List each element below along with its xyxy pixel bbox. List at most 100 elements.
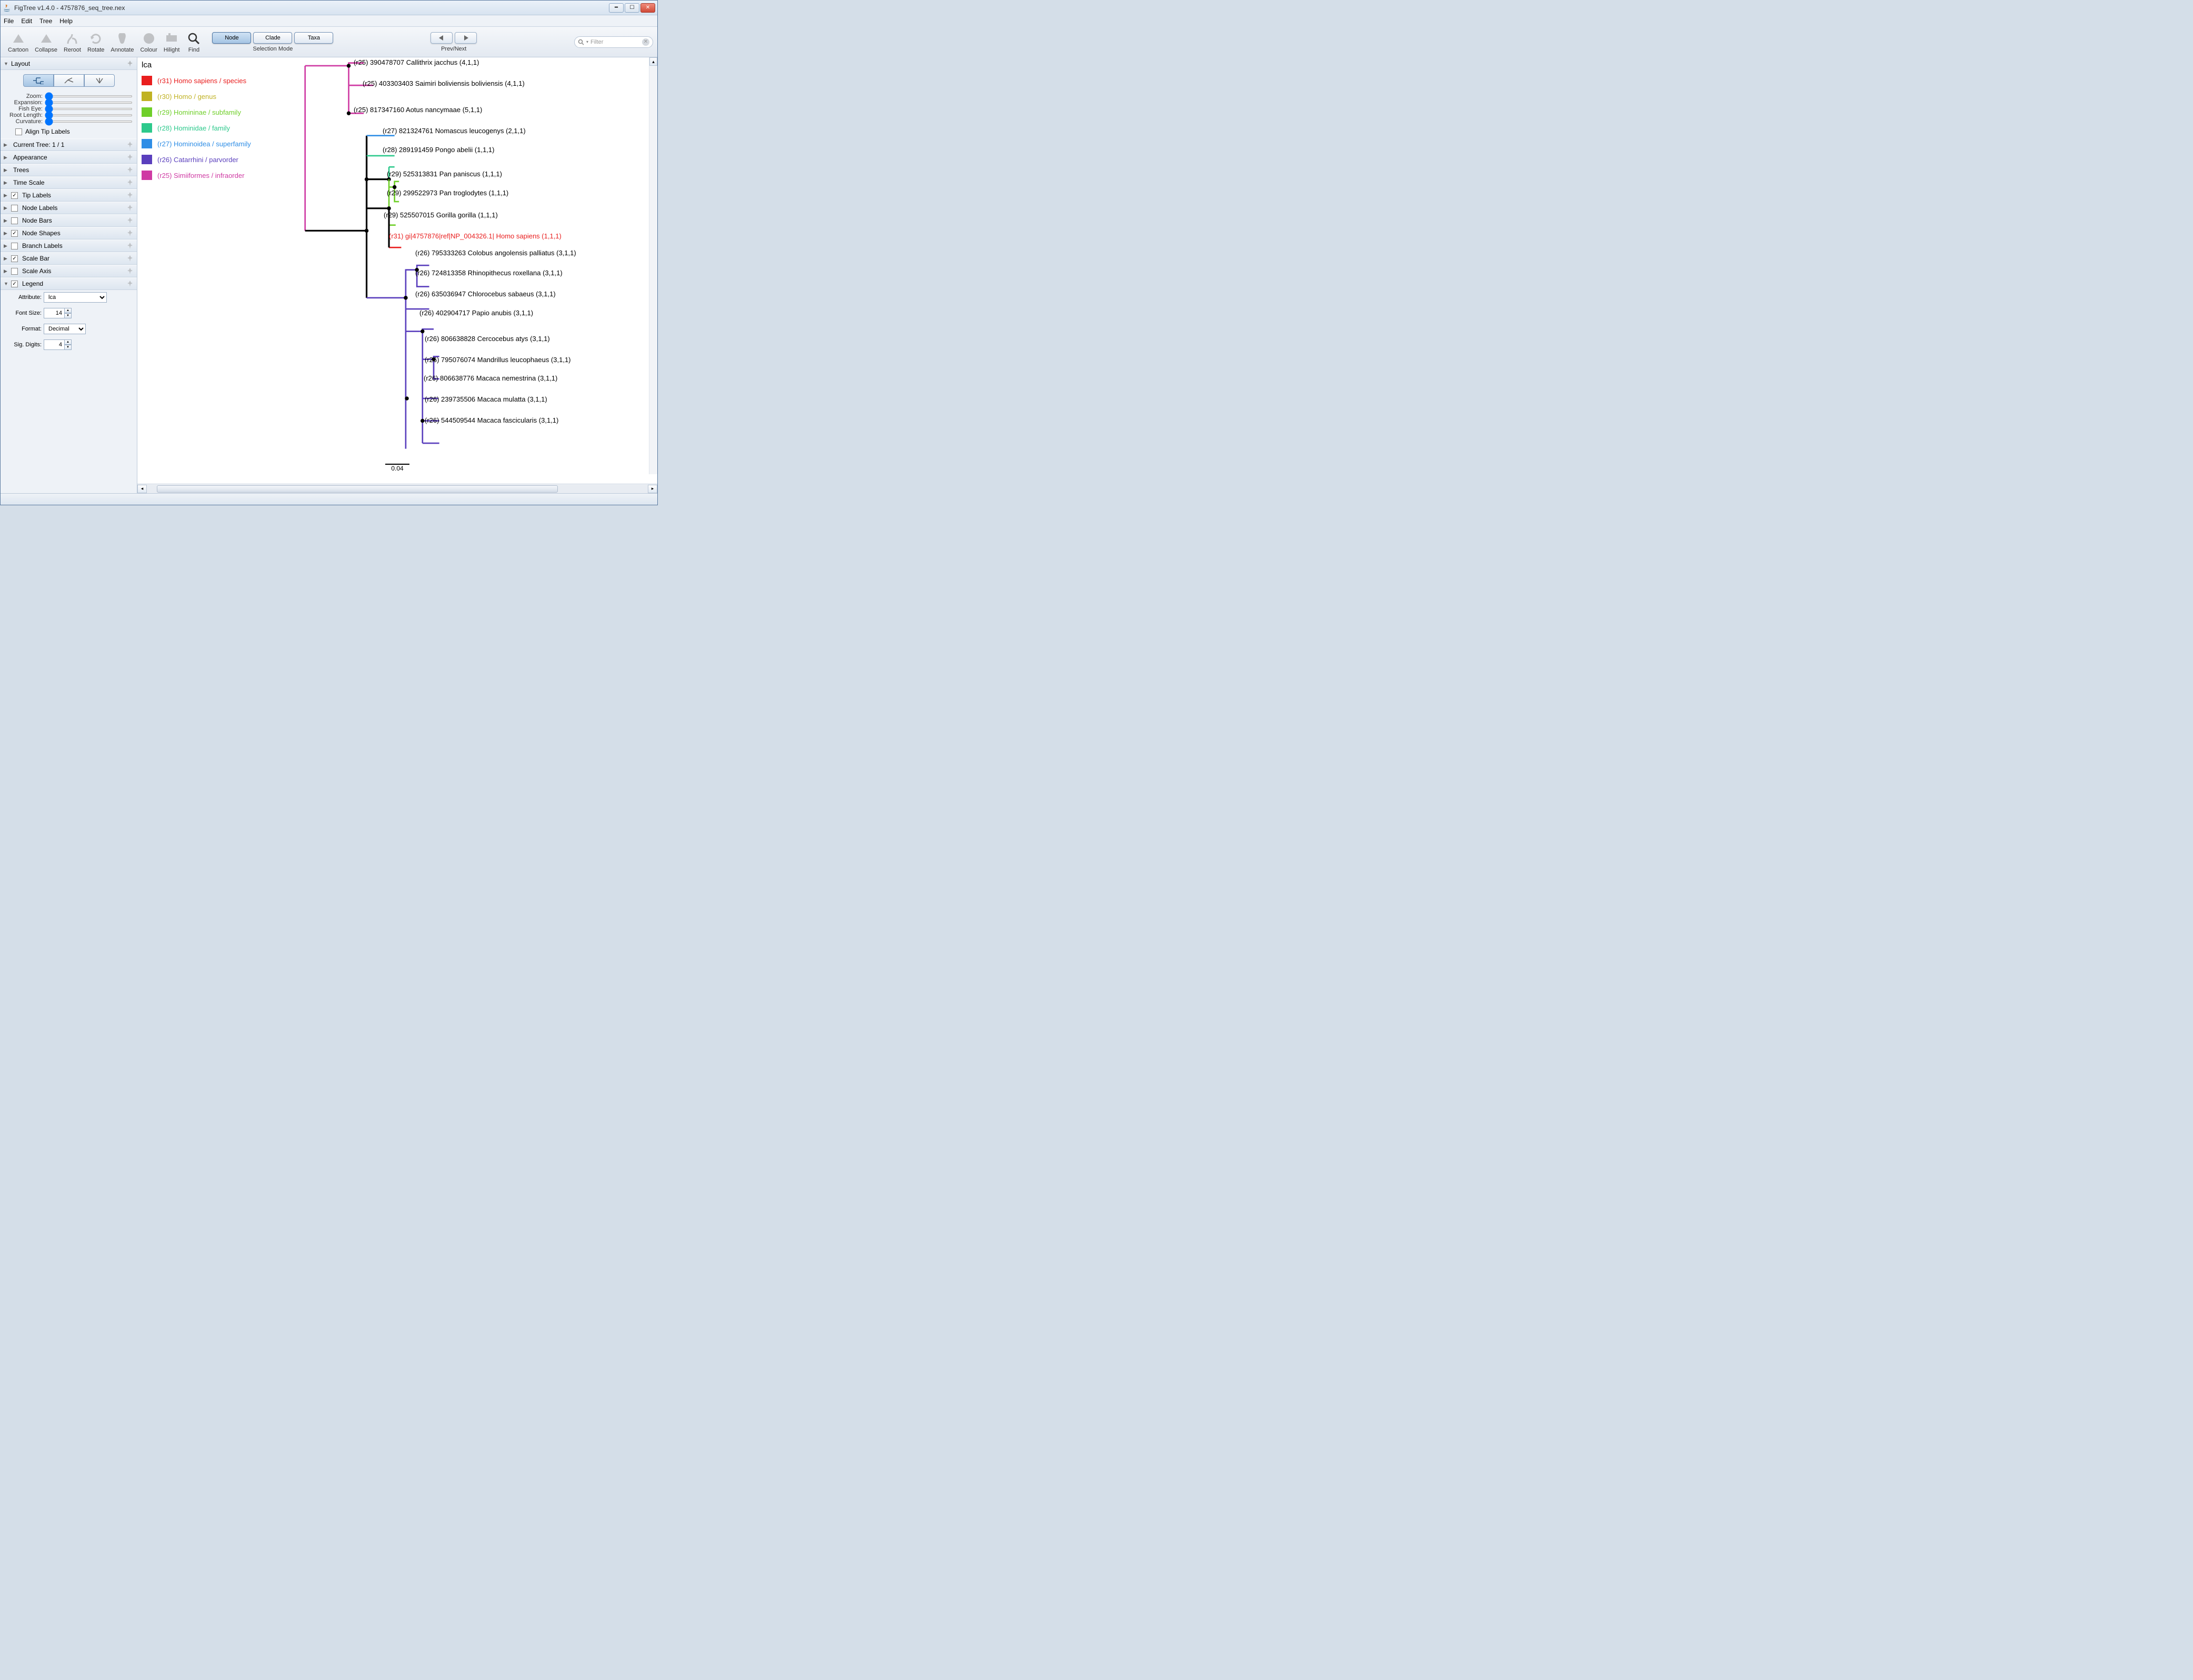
annotate-button[interactable]: Annotate xyxy=(107,29,137,54)
pin-icon[interactable] xyxy=(126,242,134,249)
panel-head-branch-labels[interactable]: ▶Branch Labels xyxy=(1,239,137,252)
checkbox[interactable] xyxy=(11,268,18,275)
layout-shape-group xyxy=(23,74,115,87)
reroot-button[interactable]: Reroot xyxy=(61,29,84,54)
next-button[interactable] xyxy=(455,32,477,44)
minimize-button[interactable]: ━ xyxy=(609,3,624,13)
checkbox[interactable]: ✓ xyxy=(11,230,18,237)
window-title: FigTree v1.4.0 - 4757876_seq_tree.nex xyxy=(14,4,609,12)
slider-curvature[interactable]: Curvature: xyxy=(5,118,133,125)
selection-mode-group: NodeCladeTaxa Selection Mode xyxy=(212,32,333,52)
filter-placeholder: Filter xyxy=(590,39,603,45)
pin-icon[interactable] xyxy=(126,60,134,67)
sigdigits-spinner[interactable]: ▲▼ xyxy=(44,339,72,350)
rectangular-layout-button[interactable] xyxy=(23,74,54,87)
rotate-button[interactable]: Rotate xyxy=(84,29,107,54)
pin-icon[interactable] xyxy=(126,267,134,275)
tip-label: (r26) 402904717 Papio anubis (3,1,1) xyxy=(419,309,533,317)
tip-label: (r29) 525507015 Gorilla gorilla (1,1,1) xyxy=(384,211,498,219)
pin-icon[interactable] xyxy=(126,204,134,212)
toolbar: CartoonCollapseRerootRotateAnnotateColou… xyxy=(1,27,657,57)
prev-next-group: Prev/Next xyxy=(430,32,477,52)
panel-head-legend[interactable]: ▼✓Legend xyxy=(1,277,137,290)
panel-head-tip-labels[interactable]: ▶✓Tip Labels xyxy=(1,189,137,202)
tip-label: (r25) 390478707 Callithrix jacchus (4,1,… xyxy=(354,58,479,66)
tip-label: (r26) 795076074 Mandrillus leucophaeus (… xyxy=(425,356,571,364)
pin-icon[interactable] xyxy=(126,166,134,174)
pin-icon[interactable] xyxy=(126,192,134,199)
app-window: FigTree v1.4.0 - 4757876_seq_tree.nex ━ … xyxy=(0,0,658,505)
panel-head-time-scale[interactable]: ▶Time Scale xyxy=(1,176,137,189)
tip-label: (r26) 795333263 Colobus angolensis palli… xyxy=(415,249,576,257)
hilight-button[interactable]: Hilight xyxy=(161,29,183,54)
pin-icon[interactable] xyxy=(126,229,134,237)
vertical-scrollbar[interactable]: ▴ xyxy=(649,57,657,474)
tip-label: (r26) 544509544 Macaca fascicularis (3,1… xyxy=(425,416,558,424)
polar-layout-button[interactable] xyxy=(54,74,84,87)
checkbox[interactable] xyxy=(11,205,18,212)
pin-icon[interactable] xyxy=(126,154,134,161)
panel-head-appearance[interactable]: ▶Appearance xyxy=(1,151,137,164)
tip-label: (r25) 403303403 Saimiri boliviensis boli… xyxy=(363,79,525,87)
maximize-button[interactable]: ☐ xyxy=(625,3,639,13)
pin-icon[interactable] xyxy=(126,141,134,148)
tree-canvas[interactable]: lca (r31) Homo sapiens / species(r30) Ho… xyxy=(137,57,657,484)
panel-head-node-shapes[interactable]: ▶✓Node Shapes xyxy=(1,227,137,239)
menu-help[interactable]: Help xyxy=(59,17,73,25)
selmode-clade-button[interactable]: Clade xyxy=(253,32,292,44)
pin-icon[interactable] xyxy=(126,217,134,224)
legend-item: (r28) Hominidae / family xyxy=(142,120,251,136)
panel-head-trees[interactable]: ▶Trees xyxy=(1,164,137,176)
panel-head-layout[interactable]: ▼Layout xyxy=(1,57,137,70)
search-icon xyxy=(578,39,584,45)
tip-label: (r27) 821324761 Nomascus leucogenys (2,1… xyxy=(383,127,526,135)
prev-next-label: Prev/Next xyxy=(441,46,466,52)
checkbox[interactable] xyxy=(11,243,18,249)
titlebar: FigTree v1.4.0 - 4757876_seq_tree.nex ━ … xyxy=(1,1,657,15)
colour-button[interactable]: Colour xyxy=(137,29,160,54)
tip-label: (r28) 289191459 Pongo abelii (1,1,1) xyxy=(383,146,494,154)
fontsize-spinner[interactable]: ▲▼ xyxy=(44,308,72,318)
sidebar: ▼Layout Zoom:Expansion:Fish Eye:Root Len… xyxy=(1,57,137,493)
collapse-button[interactable]: Collapse xyxy=(32,29,61,54)
tip-label: (r26) 806638828 Cercocebus atys (3,1,1) xyxy=(425,335,550,343)
panel-head-scale-axis[interactable]: ▶Scale Axis xyxy=(1,265,137,277)
menu-file[interactable]: File xyxy=(4,17,14,25)
horizontal-scrollbar[interactable]: ◂▸ xyxy=(137,484,657,493)
find-button[interactable]: Find xyxy=(183,29,205,54)
layout-panel: Zoom:Expansion:Fish Eye:Root Length:Curv… xyxy=(1,70,137,138)
panel-head-node-labels[interactable]: ▶Node Labels xyxy=(1,202,137,214)
legend-item: (r31) Homo sapiens / species xyxy=(142,73,251,88)
checkbox[interactable]: ✓ xyxy=(11,281,18,287)
attribute-select[interactable]: lca xyxy=(44,292,107,303)
canvas-area: lca (r31) Homo sapiens / species(r30) Ho… xyxy=(137,57,657,493)
main-body: ▼Layout Zoom:Expansion:Fish Eye:Root Len… xyxy=(1,57,657,493)
close-button[interactable]: ✕ xyxy=(640,3,655,13)
checkbox[interactable]: ✓ xyxy=(11,255,18,262)
scale-bar: 0.04 xyxy=(385,464,409,472)
panel-head-current-tree-[interactable]: ▶Current Tree: 1 / 1 xyxy=(1,138,137,151)
legend-item: (r26) Catarrhini / parvorder xyxy=(142,152,251,167)
tip-label: (r29) 299522973 Pan troglodytes (1,1,1) xyxy=(387,189,508,197)
pin-icon[interactable] xyxy=(126,179,134,186)
panel-head-scale-bar[interactable]: ▶✓Scale Bar xyxy=(1,252,137,265)
cartoon-button[interactable]: Cartoon xyxy=(5,29,32,54)
align-tip-labels-checkbox[interactable]: Align Tip Labels xyxy=(5,128,133,135)
menu-edit[interactable]: Edit xyxy=(21,17,32,25)
clear-filter-icon[interactable]: ✕ xyxy=(642,38,649,46)
tip-label: (r26) 239735506 Macaca mulatta (3,1,1) xyxy=(425,395,547,403)
prev-button[interactable] xyxy=(430,32,453,44)
checkbox[interactable]: ✓ xyxy=(11,192,18,199)
pin-icon[interactable] xyxy=(126,255,134,262)
format-select[interactable]: Decimal xyxy=(44,324,86,334)
pin-icon[interactable] xyxy=(126,280,134,287)
legend-item: (r30) Homo / genus xyxy=(142,88,251,104)
selmode-taxa-button[interactable]: Taxa xyxy=(294,32,333,44)
checkbox[interactable] xyxy=(11,217,18,224)
panel-head-node-bars[interactable]: ▶Node Bars xyxy=(1,214,137,227)
menubar: File Edit Tree Help xyxy=(1,15,657,27)
radial-layout-button[interactable] xyxy=(84,74,115,87)
selmode-node-button[interactable]: Node xyxy=(212,32,251,44)
filter-input[interactable]: ▾ Filter ✕ xyxy=(574,36,653,48)
menu-tree[interactable]: Tree xyxy=(39,17,52,25)
